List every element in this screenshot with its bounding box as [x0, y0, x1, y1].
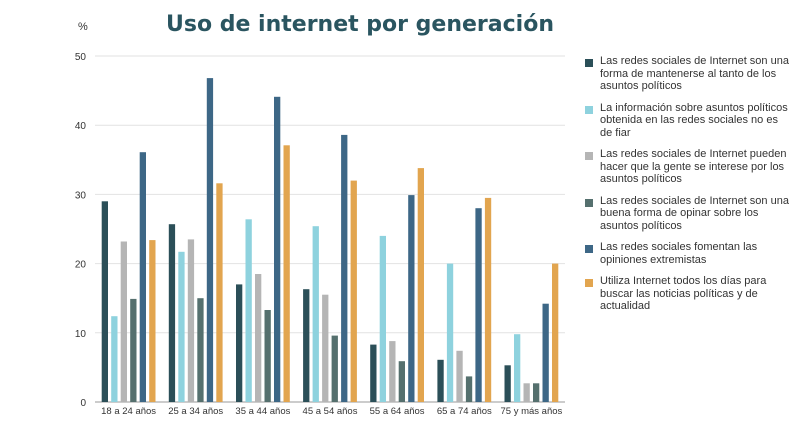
bar [504, 365, 511, 402]
legend-swatch [585, 198, 593, 207]
x-tick-label: 18 a 24 años [101, 406, 156, 417]
bar [236, 284, 243, 402]
bar [379, 235, 386, 402]
legend-label: Las redes sociales de Internet son una b… [600, 194, 789, 232]
y-tick-label: 30 [75, 190, 87, 201]
y-tick-label: 10 [75, 329, 87, 340]
bar [120, 241, 127, 402]
bar [216, 183, 223, 402]
legend-swatch [585, 245, 593, 253]
bar [331, 335, 338, 402]
bar [187, 239, 195, 402]
bar [533, 383, 540, 402]
chart-title: Uso de internet por generación [166, 12, 554, 37]
bar [197, 298, 204, 402]
bar [149, 240, 156, 402]
legend-item: Utiliza Internet todos los días para bus… [585, 275, 790, 313]
legend-swatch [585, 279, 593, 287]
bar [446, 263, 454, 402]
bar [178, 251, 185, 402]
bar [101, 201, 108, 402]
gridlines [95, 55, 565, 403]
x-tick-label: 45 a 54 años [303, 406, 358, 417]
legend-item: Las redes sociales fomentan las opinione… [585, 241, 790, 266]
bar [408, 195, 415, 402]
legend: Las redes sociales de Internet son una f… [585, 55, 790, 322]
bar [542, 303, 549, 402]
bar [437, 359, 444, 402]
bar [168, 224, 176, 402]
bar [130, 298, 137, 402]
bar [475, 208, 482, 402]
bar [484, 197, 492, 402]
x-tick-labels: 18 a 24 años 25 a 34 años 35 a 44 años 45 a… [101, 406, 562, 417]
bar [322, 294, 329, 402]
legend-label: Las redes sociales de Internet pueden ha… [600, 148, 787, 185]
bar [523, 383, 530, 402]
x-tick-label: 35 a 44 años [235, 406, 290, 417]
x-tick-label: 55 a 64 años [370, 406, 425, 417]
bar [255, 274, 262, 402]
bars [101, 78, 559, 403]
legend-label: Utiliza Internet todos los días para bus… [600, 275, 767, 312]
legend-label: Las redes sociales de Internet son una f… [600, 55, 789, 92]
legend-label: La información sobre asuntos políticos o… [600, 101, 788, 139]
legend-item: La información sobre asuntos políticos o… [585, 102, 790, 140]
x-tick-label: 65 a 74 años [437, 406, 492, 417]
bar [206, 78, 214, 402]
bar [274, 96, 281, 403]
y-tick-labels: 0 10 20 30 40 50 [75, 52, 87, 409]
bar [245, 219, 252, 402]
bar [370, 344, 377, 402]
y-axis-label: % [78, 21, 88, 33]
bar [139, 152, 146, 402]
bar [389, 341, 396, 402]
bar [341, 134, 348, 402]
bar [350, 180, 357, 402]
legend-swatch [585, 59, 593, 67]
legend-item: Las redes sociales de Internet son una f… [585, 55, 790, 93]
y-tick-label: 50 [75, 52, 87, 63]
bar [552, 263, 559, 402]
bar [417, 168, 424, 402]
x-tick-label: 75 y más años [501, 406, 563, 417]
bar [514, 334, 521, 402]
bar [312, 226, 319, 402]
legend-item: Las redes sociales de Internet pueden ha… [585, 148, 790, 186]
legend-swatch [585, 152, 593, 160]
bar [398, 361, 405, 402]
legend-swatch [585, 105, 593, 114]
y-tick-label: 0 [80, 398, 86, 409]
legend-item: Las redes sociales de Internet son una b… [585, 195, 790, 233]
legend-label: Las redes sociales fomentan las opinione… [600, 241, 758, 266]
bar [111, 316, 118, 402]
bar [465, 376, 473, 402]
bar [303, 289, 310, 402]
y-tick-label: 20 [75, 260, 87, 271]
bar [456, 350, 463, 402]
bar [283, 145, 290, 403]
y-tick-label: 40 [75, 121, 87, 132]
x-tick-label: 25 a 34 años [168, 406, 223, 417]
bar [264, 310, 271, 402]
